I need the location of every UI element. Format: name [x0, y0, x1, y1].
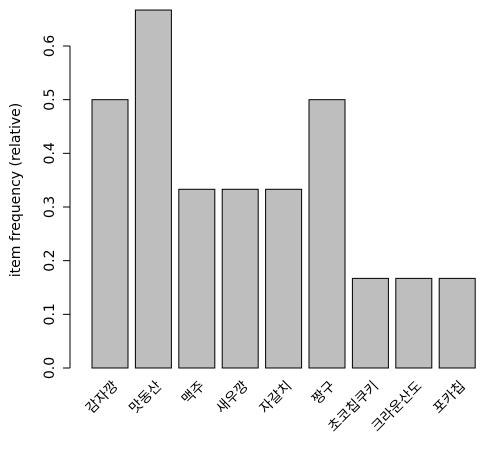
- y-tick-label: 0.4: [42, 142, 58, 164]
- y-tick-label: 0.6: [42, 35, 58, 57]
- x-tick-label: 감자깡: [83, 378, 122, 417]
- bar: [265, 188, 303, 369]
- x-tick-label: 맥주: [179, 378, 209, 408]
- y-tick-label: 0.3: [42, 196, 58, 218]
- x-tick-label: 새우깡: [213, 378, 252, 417]
- bar: [221, 188, 259, 369]
- y-tick-label: 0.5: [42, 89, 58, 111]
- bar: [308, 99, 346, 369]
- x-tick-label: 포카칩: [430, 378, 469, 417]
- x-tick-label: 짱구: [309, 378, 339, 408]
- y-tick-label: 0.1: [42, 303, 58, 325]
- bar: [178, 188, 216, 369]
- bar: [91, 99, 129, 369]
- y-tick-label: 0.2: [42, 250, 58, 272]
- bar: [351, 277, 389, 369]
- x-tick-label: 맛동산: [126, 378, 165, 417]
- x-tick-label: 자갈치: [257, 378, 296, 417]
- bar: [438, 277, 476, 369]
- y-tick-label: 0.0: [42, 357, 58, 379]
- bar: [395, 277, 433, 369]
- bar: [134, 9, 172, 369]
- y-axis-label: item frequency (relative): [8, 103, 24, 277]
